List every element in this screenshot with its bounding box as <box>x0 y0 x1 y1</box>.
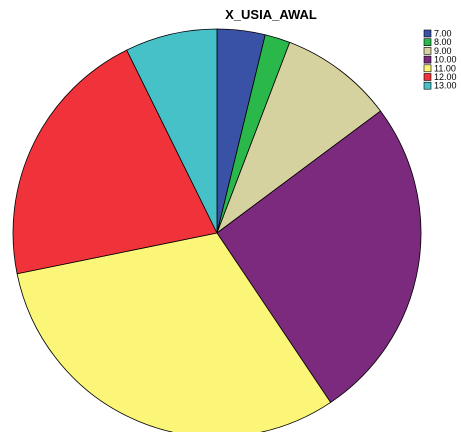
pie-slice-11-00 <box>16 232 331 432</box>
legend-swatch-8-00 <box>423 38 432 47</box>
legend-swatch-9-00 <box>423 47 432 55</box>
legend-swatch-10-00 <box>423 55 432 64</box>
legend-label-9-00: 9.00 <box>434 46 452 56</box>
legend-label-13-00: 13.00 <box>434 81 457 91</box>
legend-swatch-12-00 <box>423 73 432 81</box>
legend-label-12-00: 12.00 <box>434 72 457 82</box>
pie-slice-13-00 <box>126 28 218 234</box>
legend-swatch-11-00 <box>423 64 432 73</box>
legend-label-11-00: 11.00 <box>434 63 456 73</box>
legend-swatch-7-00 <box>423 29 432 38</box>
legend-label-10-00: 10.00 <box>434 55 457 65</box>
legend-swatch-13-00 <box>423 81 432 90</box>
legend-label-7-00: 7.00 <box>434 29 452 39</box>
chart-title: X_USIA_AWAL <box>225 7 317 22</box>
pie-slice-12-00 <box>12 49 218 275</box>
pie-slice-9-00 <box>216 42 381 234</box>
legend-label-8-00: 8.00 <box>434 37 452 47</box>
pie-slices <box>12 28 422 432</box>
pie-slice-10-00 <box>216 110 422 403</box>
